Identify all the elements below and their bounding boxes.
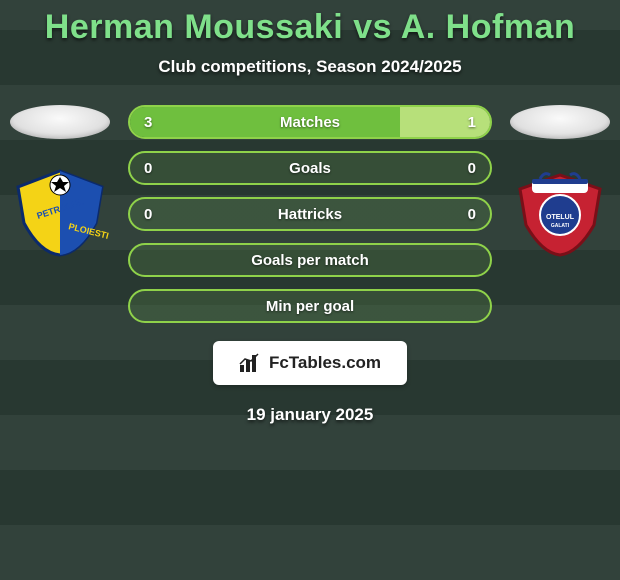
player-right-side: OTELUL GALATI — [500, 105, 620, 257]
subtitle: Club competitions, Season 2024/2025 — [158, 57, 461, 77]
svg-text:GALATI: GALATI — [551, 223, 570, 229]
stat-fill-left — [130, 107, 400, 137]
stat-bar: 0 0 Goals — [128, 151, 492, 185]
brand-text: FcTables.com — [269, 353, 381, 373]
team-right-crest: OTELUL GALATI — [510, 167, 610, 257]
svg-text:OTELUL: OTELUL — [546, 214, 575, 221]
stat-value-right: 1 — [468, 114, 476, 131]
stat-label: Goals — [289, 160, 331, 177]
player-left-side: PETROLUL PLOIESTI — [0, 105, 120, 257]
stat-value-left: 0 — [144, 206, 152, 223]
stat-bar: Min per goal — [128, 289, 492, 323]
stat-value-left: 3 — [144, 114, 152, 131]
stat-label: Matches — [280, 114, 340, 131]
team-left-crest: PETROLUL PLOIESTI — [10, 167, 110, 257]
date-text: 19 january 2025 — [247, 405, 374, 425]
team-right-crest-svg: OTELUL GALATI — [510, 167, 610, 257]
stat-bar: 3 1 Matches — [128, 105, 492, 139]
stat-bar: 0 0 Hattricks — [128, 197, 492, 231]
stat-bar: Goals per match — [128, 243, 492, 277]
stat-fill-right — [400, 107, 490, 137]
player-left-avatar — [10, 105, 110, 139]
page-title: Herman Moussaki vs A. Hofman — [45, 8, 575, 47]
stat-label: Goals per match — [251, 252, 369, 269]
stat-bars: 3 1 Matches 0 0 Goals 0 0 Hattricks Goals per mat… — [120, 105, 500, 323]
player-right-avatar — [510, 105, 610, 139]
stat-value-right: 0 — [468, 160, 476, 177]
stat-value-left: 0 — [144, 160, 152, 177]
team-left-crest-svg: PETROLUL PLOIESTI — [10, 167, 110, 257]
stat-label: Min per goal — [266, 298, 354, 315]
comparison-row: PETROLUL PLOIESTI 3 1 Matches 0 0 Goals 0 0 Hatt… — [0, 105, 620, 323]
stat-value-right: 0 — [468, 206, 476, 223]
bar-chart-icon — [239, 353, 261, 373]
brand-watermark: FcTables.com — [213, 341, 407, 385]
stat-label: Hattricks — [278, 206, 342, 223]
